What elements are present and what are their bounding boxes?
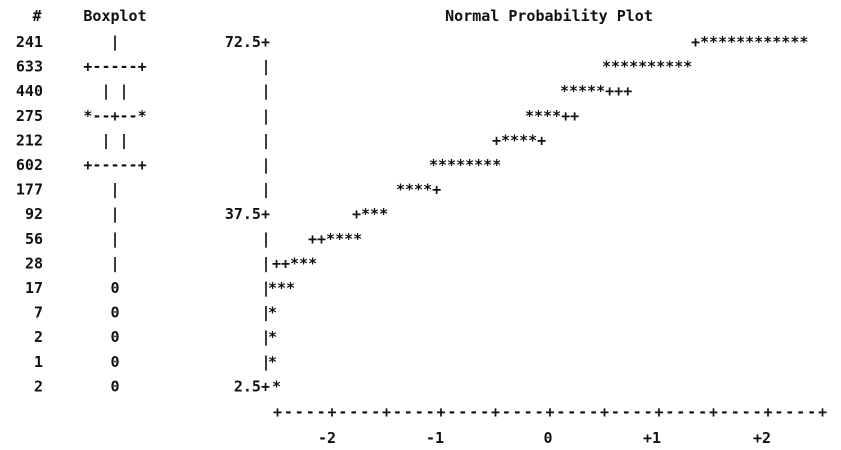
x-tick-label: -1 — [426, 429, 444, 447]
row-count: 2 — [34, 377, 43, 395]
y-tick-label: 37.5+ — [225, 205, 270, 223]
row-count: 28 — [25, 254, 43, 272]
boxplot-glyph: 0 — [110, 304, 119, 322]
x-tick-label: +1 — [643, 429, 661, 447]
row-count: 212 — [16, 131, 43, 149]
y-axis-segment: | — [261, 230, 270, 249]
boxplot-glyph: 0 — [110, 353, 119, 371]
plot-title: Normal Probability Plot — [445, 7, 653, 25]
y-tick-label: 72.5+ — [225, 33, 270, 51]
plot-point-group: * — [272, 377, 281, 395]
y-axis-segment: | — [261, 254, 270, 273]
x-tick-label: -2 — [318, 429, 336, 447]
x-axis-line: +----+----+----+----+----+----+----+----… — [273, 403, 827, 421]
boxplot-glyph: | — [110, 33, 119, 52]
row-count: 275 — [16, 107, 43, 125]
boxplot-glyph: | — [110, 205, 119, 224]
boxplot-glyph: 0 — [110, 328, 119, 346]
y-axis-segment: | — [261, 156, 270, 175]
boxplot-glyph: | — [110, 254, 119, 273]
row-count: 602 — [16, 156, 43, 174]
boxplot-glyph: | — [110, 230, 119, 249]
plot-point-group: ****+ — [396, 181, 441, 199]
y-axis-segment: | — [261, 107, 270, 126]
plot-point-group: +************ — [691, 33, 808, 51]
plot-point-group: ******** — [429, 156, 501, 174]
x-tick-label: +2 — [753, 429, 771, 447]
row-count: 17 — [25, 279, 43, 297]
boxplot-glyph: 0 — [110, 377, 119, 395]
boxplot-glyph: | | — [101, 82, 128, 101]
row-count: 177 — [16, 181, 43, 199]
plot-point-group: * — [268, 304, 277, 322]
row-count: 2 — [34, 328, 43, 346]
boxplot-column-header: Boxplot — [83, 7, 146, 25]
row-count: 7 — [34, 304, 43, 322]
y-axis-segment: | — [261, 82, 270, 101]
row-count: 56 — [25, 230, 43, 248]
boxplot-glyph: | | — [101, 131, 128, 150]
y-axis-segment: | — [261, 304, 270, 323]
x-tick-label: 0 — [543, 429, 552, 447]
plot-point-group: *****+++ — [560, 82, 632, 100]
y-axis-segment: | — [261, 353, 270, 372]
y-axis-segment: | — [261, 279, 270, 298]
boxplot-glyph: 0 — [110, 279, 119, 297]
y-axis-segment: | — [261, 131, 270, 150]
plot-point-group: ********** — [602, 58, 692, 76]
count-column-header: # — [32, 7, 41, 25]
plot-point-group: +****+ — [492, 131, 546, 149]
y-axis-segment: | — [261, 328, 270, 347]
row-count: 241 — [16, 33, 43, 51]
row-count: 1 — [34, 353, 43, 371]
plot-point-group: *** — [268, 279, 295, 297]
y-axis-segment: | — [261, 181, 270, 200]
plot-point-group: +*** — [352, 205, 388, 223]
boxplot-glyph: +-----+ — [83, 58, 146, 76]
y-tick-label: 2.5+ — [234, 377, 270, 395]
y-axis-segment: | — [261, 58, 270, 77]
row-count: 633 — [16, 58, 43, 76]
boxplot-glyph: *--+--* — [83, 107, 146, 125]
plot-point-group: ****++ — [525, 107, 579, 125]
boxplot-glyph: +-----+ — [83, 156, 146, 174]
plot-point-group: ++*** — [272, 254, 317, 272]
plot-point-group: * — [268, 328, 277, 346]
boxplot-glyph: | — [110, 181, 119, 200]
plot-point-group: * — [268, 353, 277, 371]
plot-point-group: ++**** — [308, 230, 362, 248]
row-count: 92 — [25, 205, 43, 223]
row-count: 440 — [16, 82, 43, 100]
